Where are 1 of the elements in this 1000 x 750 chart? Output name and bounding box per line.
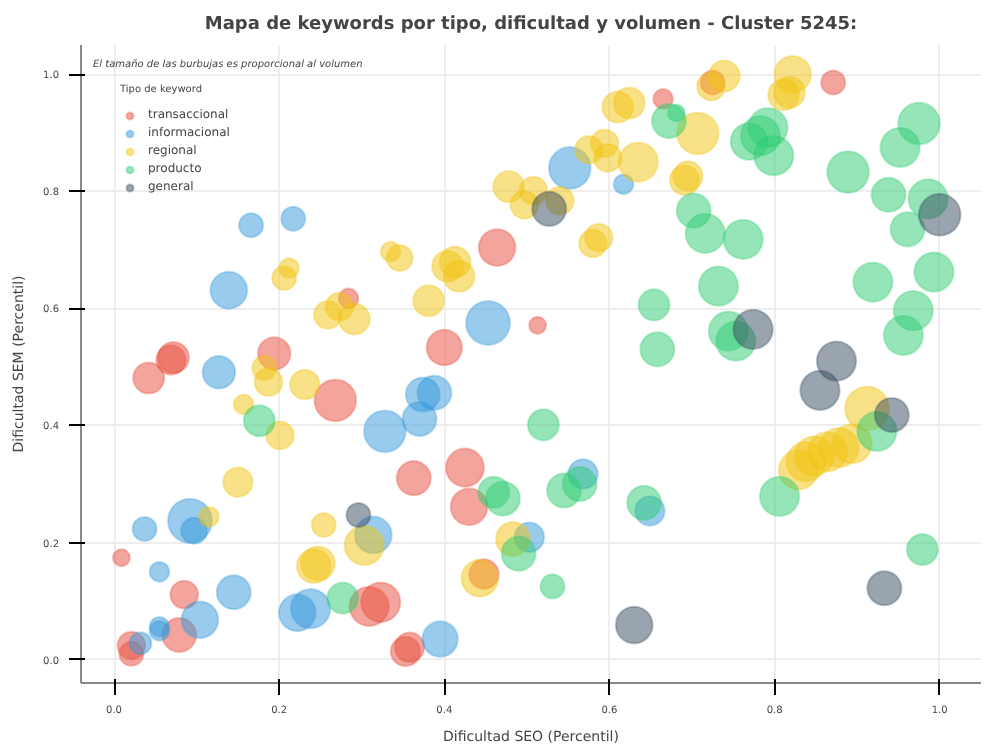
chart-title: Mapa de keywords por tipo, dificultad y volumen - Cluster 5245: (204, 15, 858, 35)
